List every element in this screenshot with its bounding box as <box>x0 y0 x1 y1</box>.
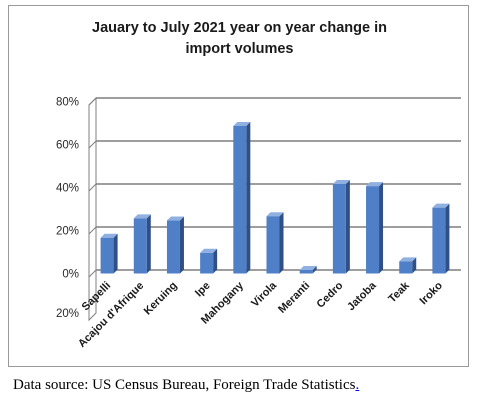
y-tick-label: 20% <box>56 226 79 238</box>
bar <box>266 216 280 274</box>
bar-side <box>146 214 151 274</box>
bar-top <box>200 248 218 253</box>
gridline-depth <box>88 140 97 149</box>
bar-top <box>166 216 184 221</box>
chart-title-line-2: import volumes <box>185 41 294 57</box>
x-tick-label: Cedro <box>315 279 346 310</box>
bar-top <box>432 203 450 208</box>
bar-top <box>299 266 317 270</box>
y-tick-label: 20% <box>56 308 79 320</box>
bar-side <box>345 180 350 274</box>
bar-side <box>179 216 184 274</box>
bar <box>399 261 413 274</box>
y-tick-label: 0% <box>62 269 79 281</box>
bar-top <box>332 180 350 184</box>
bar <box>166 220 180 274</box>
bar-side <box>445 203 450 274</box>
bar <box>366 186 380 274</box>
chart-title: Jauary to July 2021 year on year change … <box>9 18 470 60</box>
bar <box>432 207 446 274</box>
bar-top <box>100 233 118 238</box>
chart-title-line-1: Jauary to July 2021 year on year change … <box>92 20 387 36</box>
x-tick-label: Virola <box>249 279 280 310</box>
bar-side <box>412 257 417 274</box>
bar-top <box>266 212 284 217</box>
bar-top <box>366 182 384 187</box>
gridline-depth <box>88 183 97 192</box>
bar-side <box>113 233 118 274</box>
bar <box>299 270 313 274</box>
gridline-depth <box>88 226 97 235</box>
chart-area: Jauary to July 2021 year on year change … <box>8 5 469 367</box>
bar-top <box>399 257 417 262</box>
x-tick-label: Meranti <box>276 280 312 316</box>
bar-side <box>213 248 218 274</box>
bar <box>200 252 214 274</box>
source-note: Data source: US Census Bureau, Foreign T… <box>13 377 359 394</box>
bar <box>332 184 346 274</box>
x-tick-label: Keruing <box>142 280 180 318</box>
source-link[interactable]: . <box>355 377 360 393</box>
x-tick-label: Iroko <box>418 279 446 307</box>
bar-side <box>246 121 251 274</box>
y-tick-label: 40% <box>56 183 79 195</box>
source-text: Data source: US Census Bureau, Foreign T… <box>13 377 356 393</box>
bar-side <box>279 212 284 274</box>
bar-top <box>133 214 151 219</box>
x-tick-label: Acajou d'Afrique <box>76 280 146 350</box>
y-tick-label: 80% <box>56 97 79 109</box>
bar-top <box>233 121 251 126</box>
y-tick-label: 60% <box>56 140 79 152</box>
gridline-depth <box>88 97 97 106</box>
bar-side <box>312 266 317 274</box>
bar <box>133 218 147 274</box>
x-tick-label: Ipe <box>193 280 213 300</box>
bar-side <box>379 182 384 274</box>
bar <box>100 237 114 274</box>
x-tick-label: Jatoba <box>345 279 379 313</box>
gridline-depth <box>88 269 97 278</box>
x-tick-label: Teak <box>386 279 412 305</box>
chart-side-wall <box>88 96 97 322</box>
bar <box>233 125 247 274</box>
